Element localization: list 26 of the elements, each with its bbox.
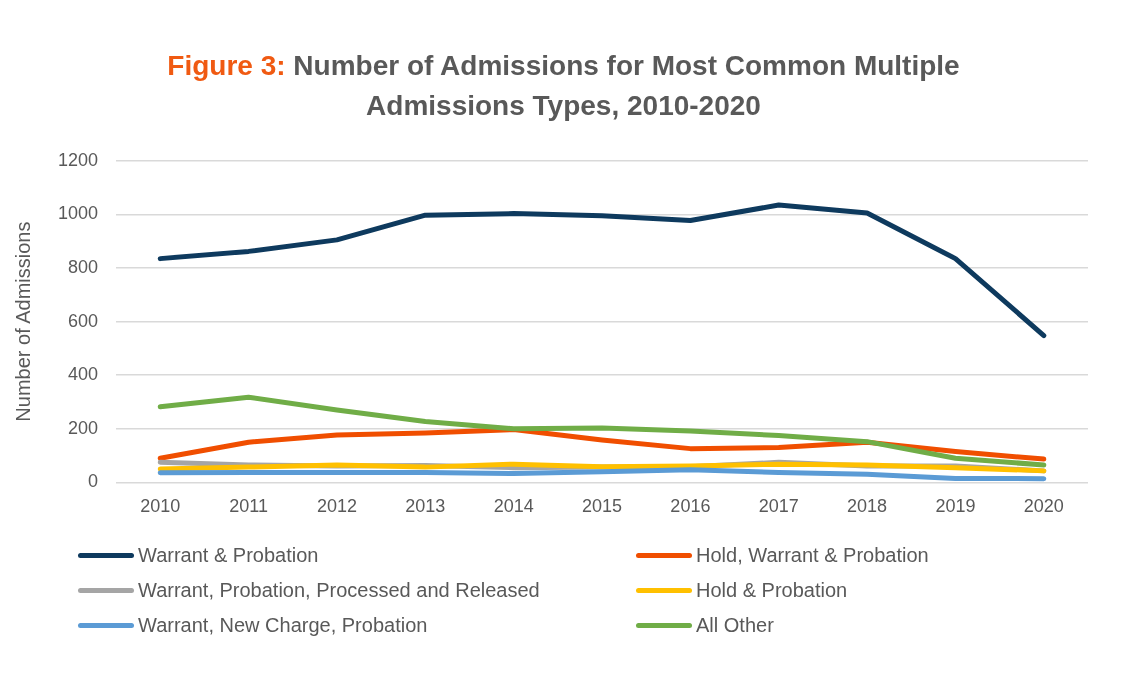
legend-label: Hold, Warrant & Probation [696, 544, 929, 567]
legend-label: Warrant & Probation [138, 544, 319, 567]
x-tick-label: 2019 [935, 496, 976, 517]
y-tick-label: 1200 [58, 149, 99, 170]
legend-label: Hold & Probation [696, 579, 848, 602]
x-tick-label: 2013 [405, 496, 446, 517]
x-tick-label: 2014 [493, 496, 534, 517]
x-tick-label: 2017 [758, 496, 799, 517]
y-tick-label: 0 [88, 471, 99, 492]
y-tick-label: 400 [68, 364, 99, 385]
y-tick-label: 200 [68, 417, 99, 438]
x-tick-label: 2011 [229, 496, 268, 517]
legend-label: Warrant, Probation, Processed and Released [138, 579, 540, 602]
legend-label: Warrant, New Charge, Probation [138, 614, 428, 637]
x-tick-label: 2012 [316, 496, 357, 517]
y-tick-label: 1000 [58, 203, 99, 224]
chart-title: Figure 3: Number of Admissions for Most Common Multiple Admissions Types, 2010-2020 [167, 50, 960, 121]
x-tick-label: 2016 [670, 496, 711, 517]
x-tick-label: 2018 [847, 496, 888, 517]
x-tick-label: 2015 [582, 496, 623, 517]
legend-label: All Other [696, 614, 774, 637]
x-tick-label: 2020 [1023, 496, 1064, 517]
y-tick-label: 800 [68, 256, 99, 277]
y-axis-title: Number of Admissions [11, 221, 34, 422]
x-tick-label: 2010 [140, 496, 181, 517]
y-tick-label: 600 [68, 310, 99, 331]
